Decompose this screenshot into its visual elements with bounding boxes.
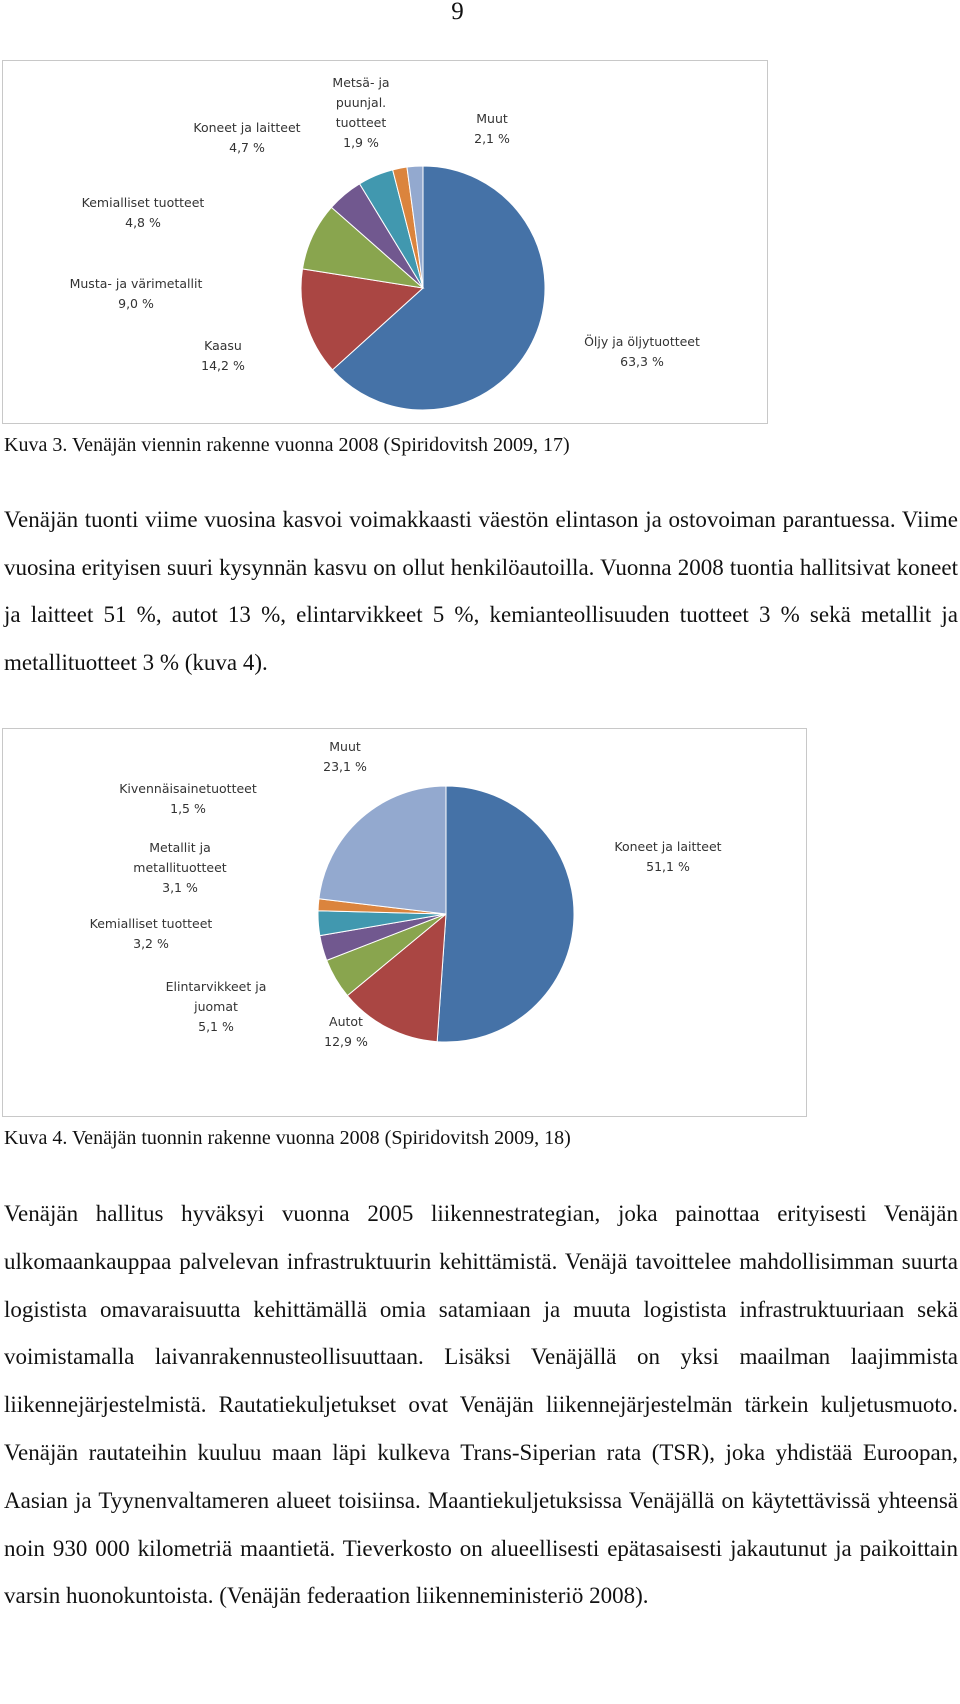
slice-label: Kaasu 14,2 % bbox=[188, 336, 258, 376]
slice-value: 51,1 % bbox=[646, 859, 690, 874]
caption: Kuva 4. Venäjän tuonnin rakenne vuonna 2… bbox=[4, 1127, 571, 1149]
slice-label: Koneet ja laitteet 51,1 % bbox=[598, 837, 738, 877]
chart-frame: Koneet ja laitteet 51,1 % Autot 12,9 % Elint… bbox=[2, 728, 807, 1117]
slice-label: Kemialliset tuotteet 4,8 % bbox=[68, 193, 218, 233]
chart bbox=[300, 165, 546, 411]
slice-name: Koneet ja laitteet bbox=[614, 839, 722, 854]
slice-value: 2,1 % bbox=[474, 131, 510, 146]
slice-label: Autot 12,9 % bbox=[306, 1012, 386, 1052]
slice-name: Kemialliset tuotteet bbox=[89, 916, 213, 931]
slice-value: 12,9 % bbox=[324, 1034, 368, 1049]
slice-value: 4,7 % bbox=[229, 140, 265, 155]
slice-label: Öljy ja öljytuotteet 63,3 % bbox=[572, 332, 712, 372]
slice-name: Elintarvikkeet ja juomat bbox=[165, 979, 267, 1014]
caption: Kuva 3. Venäjän viennin rakenne vuonna 2… bbox=[4, 434, 570, 456]
slice-name: Kivennäisainetuotteet bbox=[119, 781, 257, 796]
pie-slice bbox=[346, 912, 447, 1043]
slice-label: Kivennäisainetuotteet 1,5 % bbox=[103, 779, 273, 819]
slice-value: 1,9 % bbox=[343, 135, 379, 150]
paragraph: Venäjän tuonti viime vuosina kasvoi voim… bbox=[4, 507, 958, 675]
slice-label: Muut 23,1 % bbox=[310, 737, 380, 777]
slice-value: 14,2 % bbox=[201, 358, 245, 373]
page-number: 9 bbox=[451, 0, 464, 25]
slice-value: 3,2 % bbox=[133, 936, 169, 951]
chart-frame: Öljy ja öljytuotteet 63,3 % Kaasu 14,2 % Mus… bbox=[2, 60, 768, 424]
slice-name: Muut bbox=[476, 111, 508, 126]
slice-value: 4,8 % bbox=[125, 215, 161, 230]
slice-label: Muut 2,1 % bbox=[462, 109, 522, 149]
slice-name: Öljy ja öljytuotteet bbox=[584, 334, 700, 349]
slice-label: Koneet ja laitteet 4,7 % bbox=[187, 118, 307, 158]
slice-value: 23,1 % bbox=[323, 759, 367, 774]
slice-value: 63,3 % bbox=[620, 354, 664, 369]
pie-slice bbox=[331, 165, 546, 411]
chart bbox=[317, 785, 575, 1043]
pie-slice bbox=[300, 268, 425, 371]
slice-value: 5,1 % bbox=[198, 1019, 234, 1034]
slice-value: 3,1 % bbox=[162, 880, 198, 895]
slice-name: Kaasu bbox=[204, 338, 242, 353]
slice-name: Kemialliset tuotteet bbox=[81, 195, 205, 210]
slice-name: Musta- ja värimetallit bbox=[69, 276, 203, 291]
pie-slice bbox=[436, 785, 575, 1043]
slice-name: Muut bbox=[329, 739, 361, 754]
paragraph: Venäjän hallitus hyväksyi vuonna 2005 li… bbox=[4, 1201, 958, 1609]
slice-name: Metsä- ja puunjal. tuotteet bbox=[332, 75, 390, 130]
pie-slice bbox=[318, 785, 447, 915]
slice-label: Kemialliset tuotteet 3,2 % bbox=[76, 914, 226, 954]
slice-value: 9,0 % bbox=[118, 296, 154, 311]
slice-label: Metsä- ja puunjal. tuotteet 1,9 % bbox=[311, 73, 411, 153]
slice-label: Elintarvikkeet ja juomat 5,1 % bbox=[156, 977, 276, 1037]
pie-slice bbox=[406, 165, 424, 289]
slice-label: Metallit ja metallituotteet 3,1 % bbox=[120, 838, 240, 898]
slice-name: Koneet ja laitteet bbox=[193, 120, 301, 135]
slice-value: 1,5 % bbox=[170, 801, 206, 816]
slice-name: Metallit ja metallituotteet bbox=[133, 840, 227, 875]
slice-name: Autot bbox=[329, 1014, 363, 1029]
slice-label: Musta- ja värimetallit 9,0 % bbox=[61, 274, 211, 314]
